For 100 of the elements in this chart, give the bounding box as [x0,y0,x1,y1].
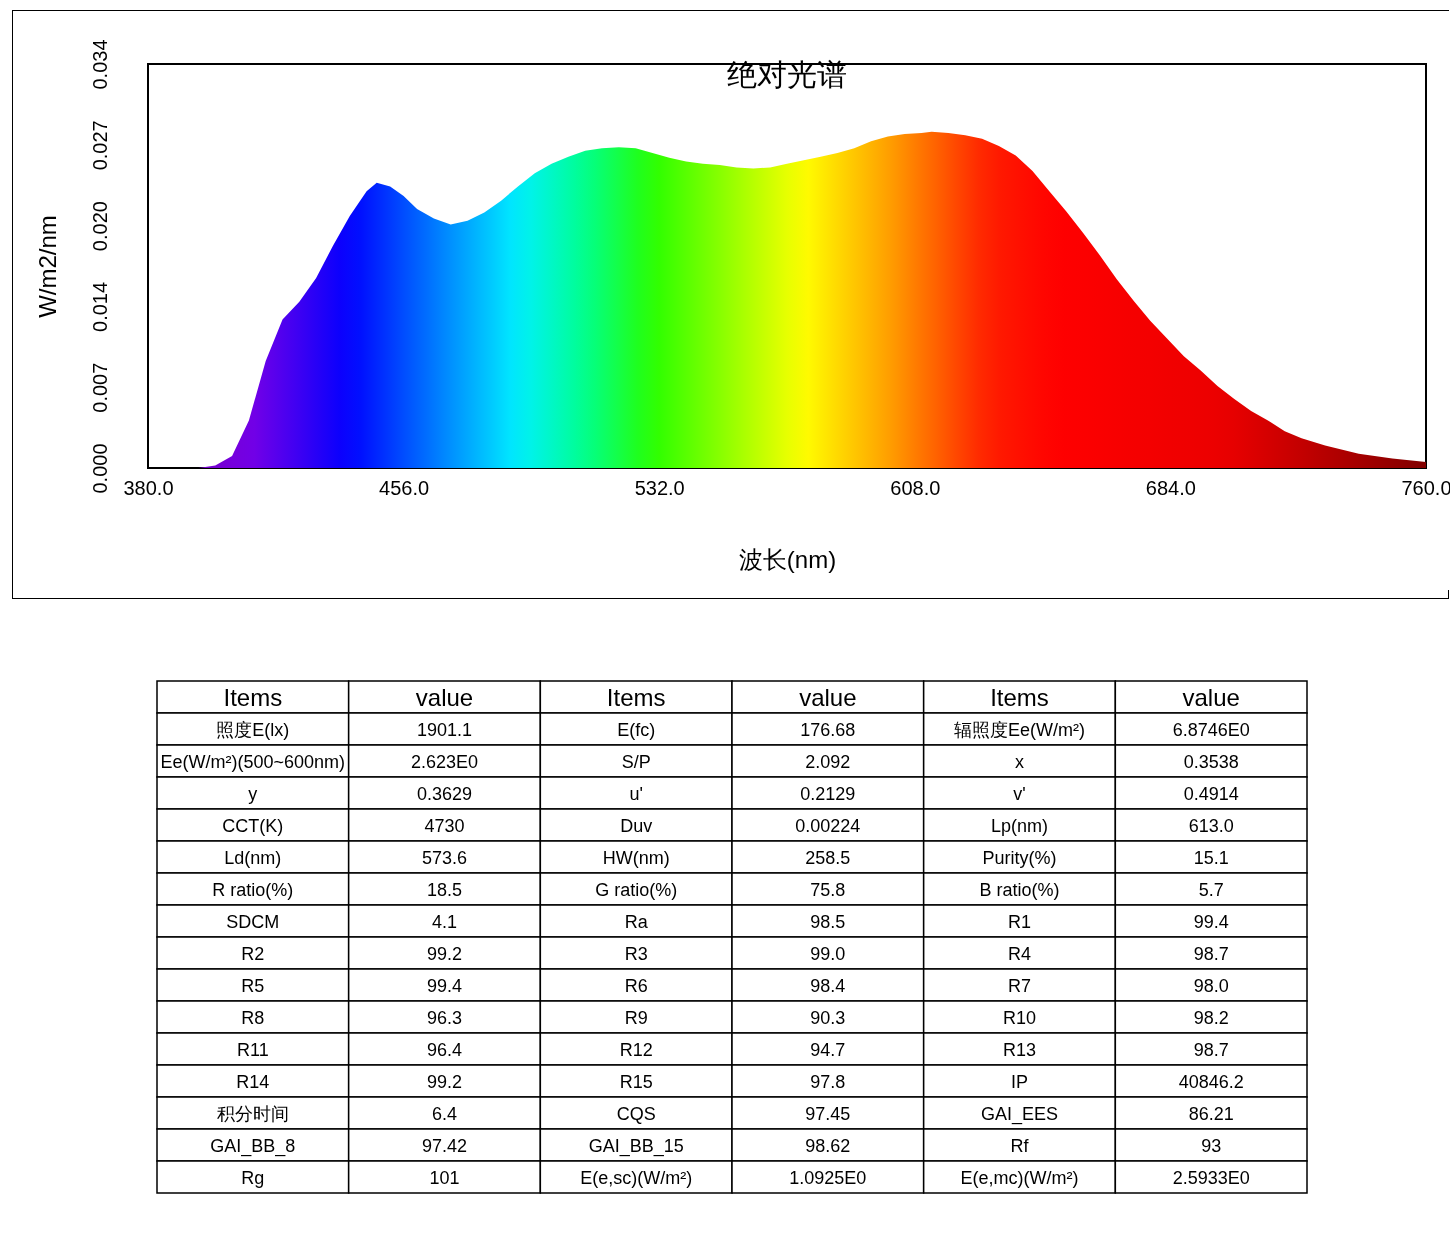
text: value [1182,684,1240,711]
text: G ratio(%) [595,880,678,900]
x-tick-label: 456.0 [379,476,430,499]
x-tick-label: 532.0 [634,476,685,499]
text: 96.4 [426,1040,463,1060]
text: 99.0 [810,944,846,964]
x-tick-label: 380.0 [123,476,174,499]
text: R7 [1007,976,1032,996]
text: GAI_BB_15 [588,1136,684,1157]
text: 0.3538 [1183,752,1239,772]
text: 98.5 [810,912,846,932]
y-tick-label: 0.000 [88,443,111,494]
text: 94.7 [810,1040,846,1060]
text: 2.623E0 [410,752,479,772]
text: GAI_BB_8 [210,1136,296,1157]
y-tick-label: 0.014 [88,281,111,332]
text: R4 [1007,944,1032,964]
text: Rg [241,1168,265,1188]
text: R8 [241,1008,265,1028]
text: 照度E(lx) [216,720,290,740]
text: R12 [619,1040,653,1060]
text: 98.0 [1193,976,1229,996]
text: 573.6 [421,848,468,868]
text: GAI_EES [980,1104,1059,1125]
text: 5.7 [1198,880,1224,900]
text: x [1015,752,1024,772]
text: 96.3 [426,1008,463,1028]
text: 99.4 [1193,912,1229,932]
text: Rf [1010,1136,1030,1156]
text: R3 [624,944,648,964]
text: value [415,684,474,711]
text: Duv [620,816,653,836]
text: 积分时间 [216,1104,289,1124]
text: 6.4 [431,1104,458,1124]
y-axis-title: W/m2/nm [33,215,61,318]
text: R ratio(%) [212,880,294,900]
text: 98.62 [805,1136,851,1156]
x-tick-label: 684.0 [1145,476,1196,499]
text: IP [1010,1072,1029,1092]
text: SDCM [226,912,280,932]
text: R15 [619,1072,653,1092]
text: 176.68 [800,720,856,740]
text: 90.3 [810,1008,846,1028]
text: Items [990,684,1049,711]
text: R1 [1007,912,1032,932]
text: value [799,684,857,711]
text: 93 [1201,1136,1222,1156]
text: 99.2 [426,1072,463,1092]
text: Ld(nm) [224,848,282,868]
text: 1.0925E0 [789,1168,867,1188]
text: 1901.1 [416,720,473,740]
x-tick-label: 608.0 [890,476,941,499]
text: 2.5933E0 [1172,1168,1250,1188]
text: 18.5 [426,880,463,900]
text: S/P [621,752,651,772]
text: R13 [1002,1040,1037,1060]
text: 辐照度Ee(W/m²) [954,720,1085,740]
text: 98.2 [1193,1008,1229,1028]
text: 4.1 [431,912,458,932]
text: y [248,784,258,804]
text: E(e,mc)(W/m²) [960,1168,1079,1188]
text: 101 [429,1168,460,1188]
text: 258.5 [805,848,851,868]
text: 6.8746E0 [1172,720,1250,740]
text: R6 [624,976,648,996]
text: 613.0 [1188,816,1234,836]
text: Ee(W/m²)(500~600nm) [160,752,346,772]
y-tick-label: 0.027 [88,120,111,171]
text: 40846.2 [1178,1072,1244,1092]
text: v' [1013,784,1026,804]
text: Ra [624,912,649,932]
text: 75.8 [810,880,846,900]
text: E(e,sc)(W/m²) [580,1168,693,1188]
text: 98.7 [1193,944,1229,964]
text: 99.2 [426,944,463,964]
text: Items [223,684,283,711]
text: 15.1 [1193,848,1229,868]
x-axis-title: 波长(nm) [738,545,837,573]
text: CCT(K) [222,816,284,836]
text: Lp(nm) [990,816,1049,836]
text: u' [629,784,643,804]
text: Purity(%) [982,848,1057,868]
text: E(fc) [617,720,656,740]
text: B ratio(%) [979,880,1060,900]
y-tick-label: 0.034 [88,39,111,90]
x-tick-label: 760.0 [1401,476,1452,499]
text: R14 [236,1072,270,1092]
y-tick-label: 0.020 [88,201,111,252]
text: 0.3629 [416,784,473,804]
text: 97.8 [810,1072,846,1092]
text: 98.7 [1193,1040,1229,1060]
text: 4730 [424,816,465,836]
text: 86.21 [1188,1104,1234,1124]
text: HW(nm) [602,848,670,868]
text: R10 [1002,1008,1037,1028]
y-tick-label: 0.007 [88,362,111,413]
text: 0.00224 [795,816,861,836]
text: 98.4 [810,976,846,996]
text: R11 [236,1040,269,1060]
text: 97.45 [805,1104,851,1124]
